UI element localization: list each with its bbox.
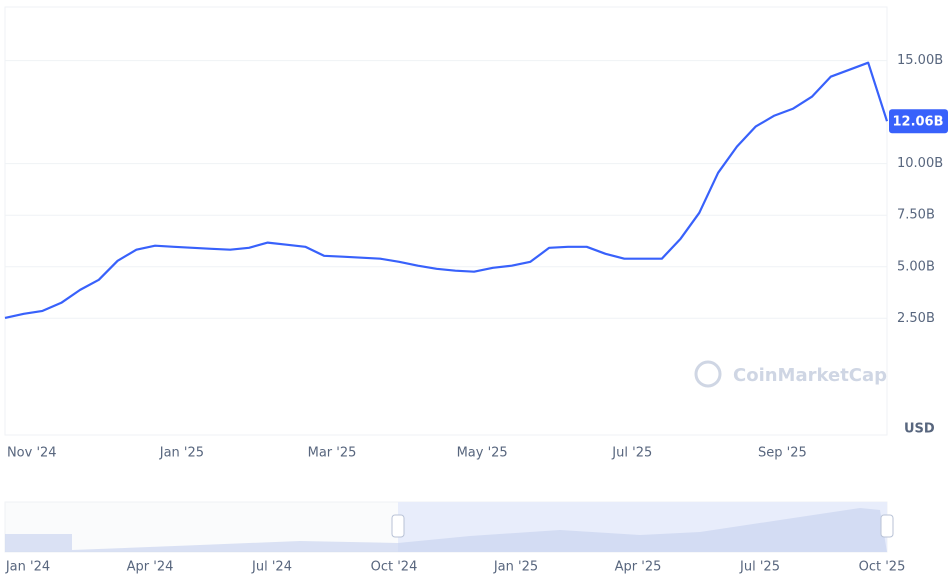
x-tick-label: Mar '25 [308,446,357,461]
y-tick-label: 15.00B [897,53,943,68]
x-tick-label: Nov '24 [7,446,57,461]
navigator-handle[interactable] [391,514,405,538]
price-badge-bg [889,109,948,134]
price-badge: 12.06B [889,109,948,134]
x-tick-label: May '25 [457,446,508,461]
line [4,61,889,319]
navigator-handle[interactable] [880,514,894,538]
watermark-logo [694,360,722,388]
price-badge-label: 12.06B [892,115,943,130]
navigator-label: Apr '24 [127,560,174,575]
y-tick-label: 10.00B [897,156,943,171]
plot-frame [4,6,888,436]
navigator-label: Jul '25 [739,560,780,575]
y-tick-label: 5.00B [897,259,935,274]
navigator [4,501,894,553]
watermark: CoinMarketCap [694,360,887,388]
navigator-label: Jan '25 [493,560,538,575]
navigator-label: Jan '24 [5,560,50,575]
unit-label: USD [904,422,935,437]
y-tick-label: 7.50B [897,208,935,223]
navigator-label: Oct '25 [859,560,906,575]
x-tick-label: Jul '25 [611,446,652,461]
watermark-text: CoinMarketCap [733,365,887,386]
x-tick-label: Sep '25 [758,446,807,461]
x-tick-label: Jan '25 [159,446,204,461]
navigator-label: Apr '25 [615,560,662,575]
navigator-label: Jul '24 [251,560,292,575]
navigator-area [5,508,887,552]
y-tick-label: 2.50B [897,311,935,326]
navigator-label: Oct '24 [371,560,418,575]
